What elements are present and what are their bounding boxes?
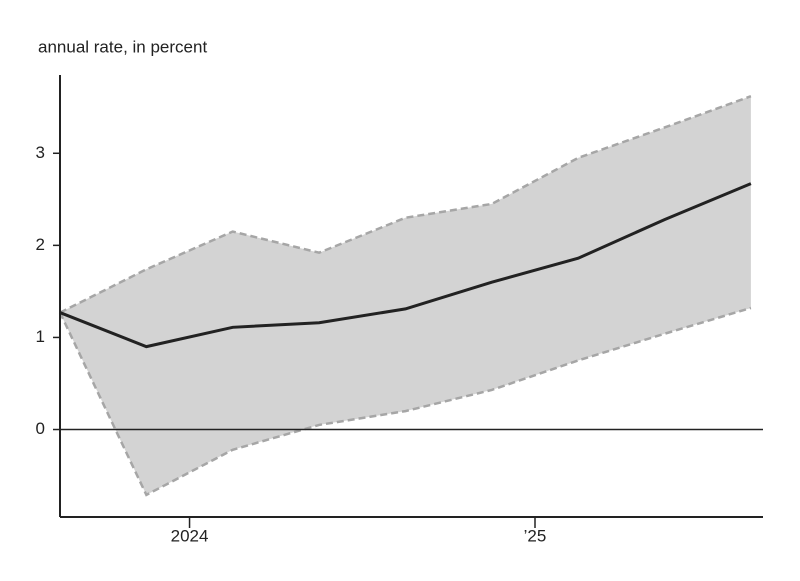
line [59, 182, 752, 349]
band [60, 96, 751, 495]
x-tick-label: 2024 [171, 526, 209, 545]
y-tick-label: 0 [36, 419, 45, 438]
y-tick-label: 1 [36, 327, 45, 346]
band-edge [59, 95, 752, 314]
y-tick-label: 2 [36, 235, 45, 254]
y-tick-label: 3 [36, 143, 45, 162]
x-tick-label: ’25 [524, 526, 547, 545]
y-axis-label: annual rate, in percent [38, 37, 207, 56]
band-edge [58, 306, 752, 497]
